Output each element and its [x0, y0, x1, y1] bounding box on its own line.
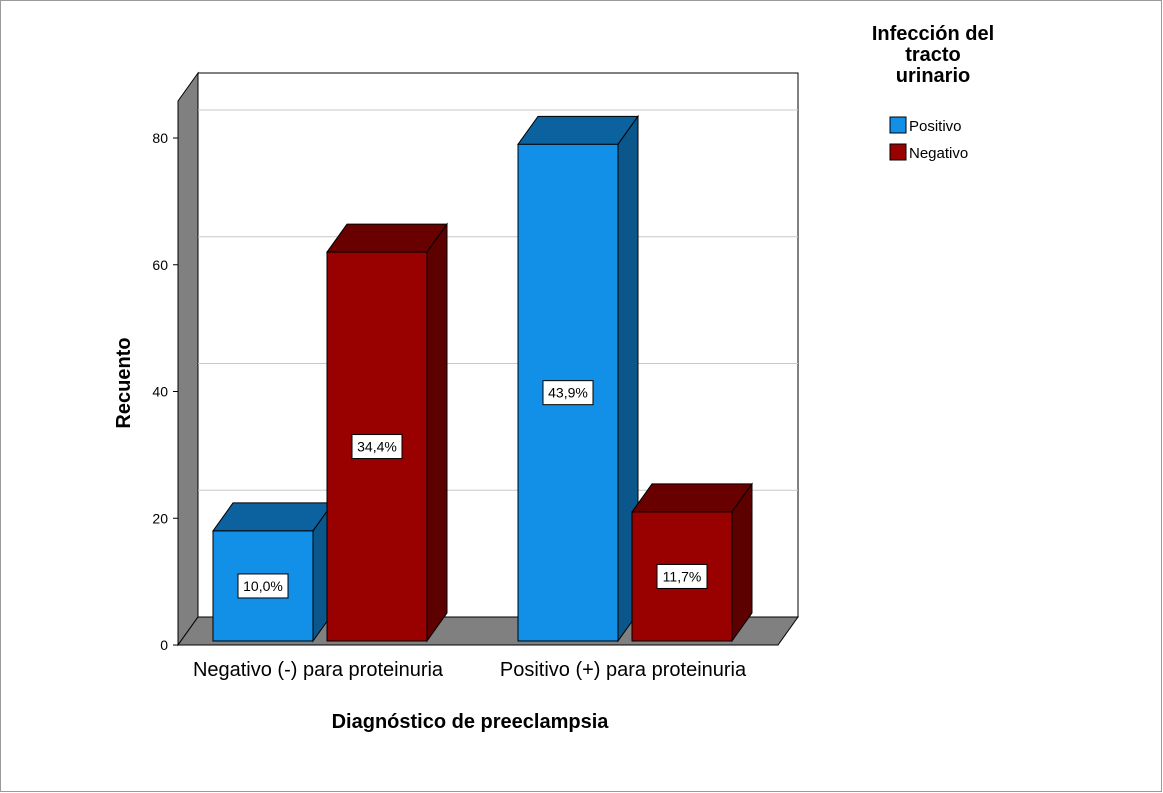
data-label-box: [542, 380, 594, 406]
data-label: 11,7%: [663, 568, 702, 584]
y-tick-label: 60: [152, 257, 168, 273]
bar-side: [731, 482, 753, 643]
bar-top: [517, 115, 639, 145]
data-label: 34,4%: [357, 439, 397, 455]
data-label: 43,9%: [548, 385, 588, 401]
legend-title: Infección del tracto urinario: [871, 23, 995, 87]
side-wall: [177, 71, 199, 647]
y-tick-label: 20: [152, 510, 168, 526]
bar-top: [212, 502, 334, 532]
x-tick-label: Negativo (-) para proteinuria: [193, 659, 444, 681]
legend-label: Negativo: [909, 145, 968, 162]
bar-side: [426, 222, 448, 643]
data-label: 10,0%: [243, 578, 283, 594]
legend-label: Positivo: [909, 118, 962, 135]
x-axis-title: Diagnóstico de preeclampsia: [332, 711, 610, 733]
y-tick-label: 80: [152, 130, 168, 146]
legend-swatch: [889, 143, 907, 161]
data-label-box: [237, 573, 289, 599]
bar-top: [631, 483, 753, 513]
bar-top: [326, 223, 448, 253]
x-tick-label: Positivo (+) para proteinuria: [500, 659, 747, 681]
y-tick-label: 40: [152, 384, 168, 400]
data-label-box: [656, 563, 708, 589]
data-label-box: [351, 434, 403, 460]
legend-swatch: [889, 116, 907, 134]
y-axis-title: Recuento: [113, 337, 135, 428]
y-tick-label: 0: [160, 637, 168, 653]
